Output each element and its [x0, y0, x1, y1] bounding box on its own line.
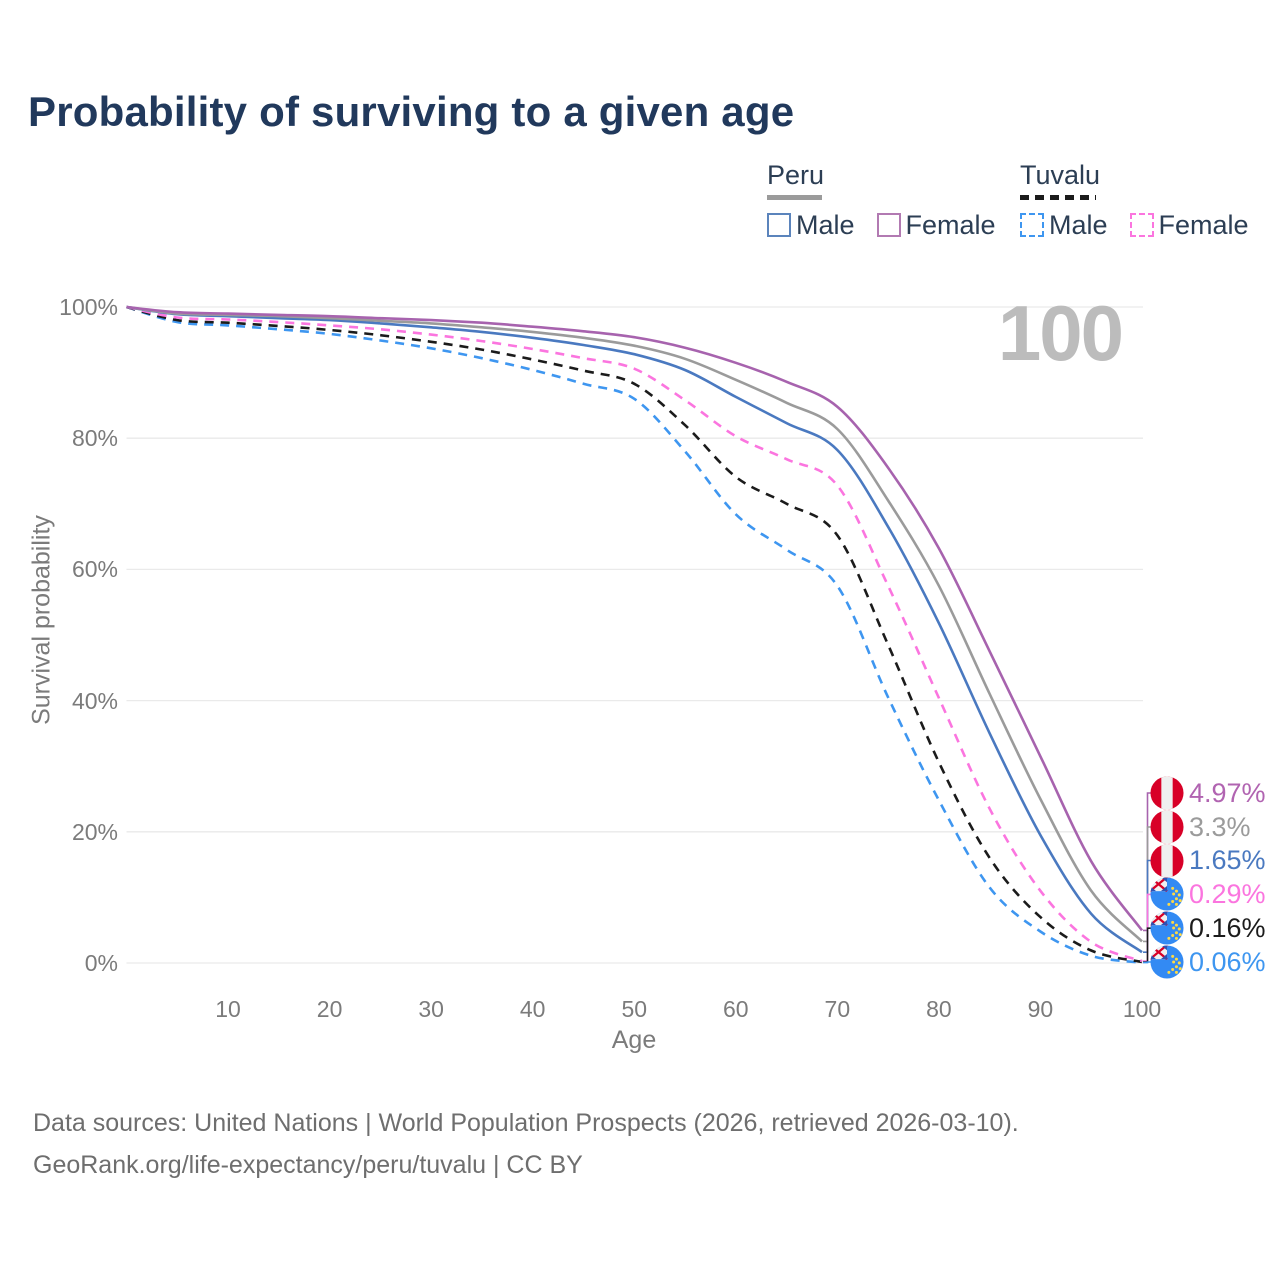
curve-tuvalu-male[interactable]: [126, 305, 1143, 964]
legend-group-tuvalu-label: Tuvalu: [1020, 160, 1101, 190]
footer: Data sources: United Nations | World Pop…: [33, 1102, 1019, 1186]
age-100-annotation: 100: [997, 289, 1124, 377]
legend-group-peru-label: Peru: [767, 160, 825, 190]
legend-checkbox-peru-female[interactable]: [876, 213, 901, 237]
end-label-value-peru-male: 1.65%: [1189, 845, 1266, 875]
page-title: Probability of surviving to a given age: [28, 88, 795, 135]
x-tick-20: 20: [316, 996, 343, 1022]
end-label-value-peru: 3.3%: [1189, 811, 1251, 842]
x-axis-title: Age: [611, 1026, 657, 1054]
y-tick-60%: 60%: [71, 556, 118, 583]
legend-label-tuvalu-male[interactable]: Male: [1049, 209, 1108, 240]
end-label-tuvalu: 0.16%: [1150, 911, 1266, 945]
x-tick-70: 70: [824, 996, 851, 1022]
legend-peru-underline: [767, 195, 822, 200]
x-tick-100: 100: [1122, 996, 1162, 1022]
curve-peru-male[interactable]: [126, 305, 1143, 954]
curve-peru-female[interactable]: [126, 305, 1144, 932]
y-tick-80%: 80%: [71, 425, 118, 452]
legend-checkbox-peru-male[interactable]: [767, 213, 791, 237]
curve-peru[interactable]: [126, 305, 1143, 943]
x-tick-50: 50: [621, 996, 648, 1022]
footer-sources: Data sources: United Nations | World Pop…: [33, 1109, 1019, 1137]
end-label-peru-male: 1.65%: [1150, 843, 1266, 878]
tuvalu-flag-icon: [1150, 945, 1184, 979]
x-tick-60: 60: [723, 996, 749, 1022]
legend-checkbox-tuvalu-female[interactable]: [1129, 213, 1154, 237]
x-tick-30: 30: [418, 996, 444, 1022]
legend-peru-items: Male Female: [767, 210, 996, 241]
x-tick-40: 40: [519, 996, 546, 1022]
end-label-peru-female: 4.97%: [1150, 776, 1266, 810]
curve-tuvalu[interactable]: [126, 305, 1143, 964]
end-label-value-peru-female: 4.97%: [1189, 777, 1266, 808]
x-tick-90: 90: [1027, 996, 1054, 1022]
end-label-tuvalu-female: 0.29%: [1150, 877, 1266, 911]
y-tick-0%: 0%: [84, 950, 118, 976]
legend-tuvalu-underline: [1020, 195, 1096, 200]
end-label-value-tuvalu-male: 0.06%: [1189, 946, 1266, 977]
legend-checkbox-tuvalu-male[interactable]: [1020, 213, 1044, 237]
end-label-tuvalu-male: 0.06%: [1150, 945, 1266, 979]
legend-group-peru: Peru Male Female: [767, 160, 996, 241]
y-axis-title: Survival probability: [27, 515, 56, 725]
x-tick-10: 10: [215, 996, 241, 1022]
legend-label-tuvalu-female[interactable]: Female: [1158, 209, 1249, 240]
end-label-value-tuvalu: 0.16%: [1189, 912, 1266, 943]
end-connector-tuvalu-male: [1143, 961, 1151, 964]
y-tick-100%: 100%: [59, 294, 118, 320]
tuvalu-flag-icon: [1150, 877, 1184, 911]
footer-link: GeoRank.org/life-expectancy/peru/tuvalu …: [33, 1151, 583, 1179]
peru-flag-icon: [1150, 843, 1184, 878]
y-tick-20%: 20%: [71, 818, 118, 845]
legend-group-tuvalu: Tuvalu Male Female: [1020, 160, 1249, 241]
legend-label-peru-female[interactable]: Female: [905, 209, 996, 240]
x-tick-80: 80: [926, 996, 952, 1022]
peru-flag-icon: [1150, 776, 1184, 810]
curve-tuvalu-female[interactable]: [126, 305, 1143, 963]
legend-label-peru-male[interactable]: Male: [796, 209, 855, 240]
end-label-peru: 3.3%: [1150, 810, 1251, 844]
y-tick-40%: 40%: [71, 687, 118, 714]
end-label-value-tuvalu-female: 0.29%: [1189, 878, 1266, 909]
tuvalu-flag-icon: [1150, 911, 1184, 945]
peru-flag-icon: [1150, 810, 1184, 844]
legend-tuvalu-items: Male Female: [1020, 210, 1249, 241]
